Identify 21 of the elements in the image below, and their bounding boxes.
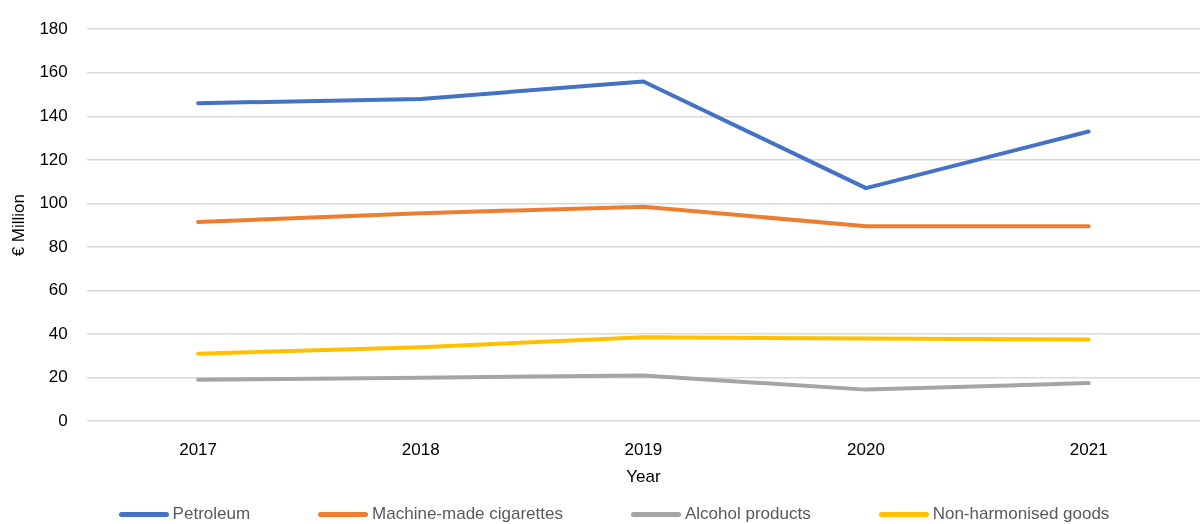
legend-label: Non-harmonised goods bbox=[932, 504, 1110, 524]
x-tick-label: 2017 bbox=[179, 440, 217, 460]
y-tick-label: 140 bbox=[39, 106, 68, 125]
y-axis-title: € Million bbox=[8, 194, 28, 257]
y-tick-label: 100 bbox=[39, 193, 68, 213]
y-tick-label: 60 bbox=[48, 280, 68, 300]
legend-label: Alcohol products bbox=[684, 504, 811, 524]
x-tick-label: 2021 bbox=[1069, 440, 1108, 460]
y-tick-label: 160 bbox=[39, 62, 68, 82]
y-tick-label: 180 bbox=[39, 18, 68, 38]
y-tick-label: 0 bbox=[58, 410, 68, 430]
legend-label: Machine-made cigarettes bbox=[372, 504, 563, 524]
y-tick-label: 20 bbox=[48, 367, 68, 387]
x-tick-label: 2020 bbox=[847, 440, 885, 460]
y-tick-label: 80 bbox=[48, 236, 68, 256]
x-tick-label: 2019 bbox=[624, 440, 663, 460]
x-axis-title: Year bbox=[626, 467, 661, 487]
legend-label: Petroleum bbox=[172, 504, 251, 524]
y-tick-label: 120 bbox=[39, 149, 68, 169]
y-tick-label: 40 bbox=[48, 323, 68, 343]
x-tick-label: 2018 bbox=[401, 440, 440, 460]
